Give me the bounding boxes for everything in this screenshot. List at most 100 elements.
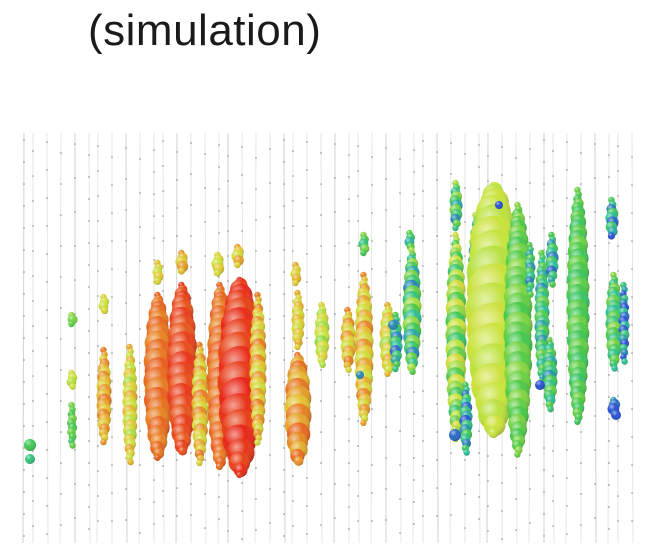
hit-sphere-shading: [236, 471, 243, 479]
optical-module-dot: [552, 500, 554, 502]
optical-module-dot: [190, 266, 192, 268]
optical-module-dot: [306, 477, 308, 479]
optical-module-dot: [464, 493, 466, 495]
optical-module-dot: [348, 396, 350, 398]
optical-module-dot: [320, 431, 322, 433]
optical-module-dot: [283, 337, 285, 339]
optical-module-dot: [97, 345, 99, 347]
optical-module-dot: [97, 320, 99, 322]
optical-module-dot: [74, 143, 76, 145]
optical-module-dot: [580, 152, 582, 154]
optical-module-dot: [487, 480, 489, 482]
optical-module-dot: [385, 426, 387, 428]
optical-module-dot: [111, 352, 113, 354]
optical-module-dot: [436, 207, 438, 209]
optical-module-dot: [552, 525, 554, 527]
hit-sphere-shading: [452, 224, 459, 232]
optical-module-dot: [543, 139, 545, 141]
optical-module-dot: [543, 403, 545, 405]
optical-module-dot: [218, 210, 220, 212]
optical-module-dot: [422, 240, 424, 242]
optical-module-dot: [255, 498, 257, 500]
optical-module-dot: [139, 260, 141, 262]
optical-module-dot: [283, 315, 285, 317]
optical-module-dot: [241, 202, 243, 204]
optical-module-dot: [162, 265, 164, 267]
optical-module-dot: [23, 161, 25, 163]
optical-module-dot: [153, 171, 155, 173]
optical-module-dot: [176, 207, 178, 209]
optical-module-dot: [88, 506, 90, 508]
optical-module-dot: [594, 517, 596, 519]
optical-module-dot: [32, 475, 34, 477]
optical-module-dot: [631, 436, 633, 438]
optical-module-dot: [631, 324, 633, 326]
optical-module-dot: [529, 420, 531, 422]
optical-module-dot: [357, 420, 359, 422]
neutrino-event-display: [22, 132, 634, 544]
optical-module-dot: [88, 220, 90, 222]
optical-module-dot: [371, 464, 373, 466]
optical-module-dot: [529, 522, 531, 524]
optical-module-dot: [487, 455, 489, 457]
hit-sphere-shading: [409, 368, 416, 375]
optical-module-dot: [46, 281, 48, 283]
optical-module-dot: [241, 174, 243, 176]
optical-module-dot: [292, 225, 294, 227]
optical-module-dot: [594, 279, 596, 281]
optical-module-dot: [88, 330, 90, 332]
optical-module-dot: [371, 240, 373, 242]
optical-module-dot: [320, 400, 322, 402]
optical-module-dot: [46, 337, 48, 339]
optical-module-dot: [478, 430, 480, 432]
optical-module-dot: [385, 519, 387, 521]
detector-string: [88, 132, 91, 544]
optical-module-dot: [566, 365, 568, 367]
optical-module-dot: [334, 143, 336, 145]
optical-module-dot: [218, 518, 220, 520]
optical-module-dot: [269, 488, 271, 490]
optical-module-dot: [23, 513, 25, 515]
hit-sphere-shading: [100, 438, 107, 446]
optical-module-dot: [23, 381, 25, 383]
optical-module-dot: [371, 268, 373, 270]
optical-module-dot: [283, 425, 285, 427]
detector-string: [59, 132, 62, 544]
optical-module-dot: [176, 235, 178, 237]
optical-module-dot: [255, 467, 257, 469]
optical-module-dot: [357, 495, 359, 497]
hit-sphere-shading: [356, 371, 364, 379]
optical-module-dot: [283, 535, 285, 537]
optical-module-dot: [631, 156, 633, 158]
optical-module-dot: [139, 192, 141, 194]
optical-module-dot: [32, 175, 34, 177]
optical-module-dot: [111, 464, 113, 466]
optical-module-dot: [348, 418, 350, 420]
optical-module-dot: [292, 175, 294, 177]
optical-module-dot: [617, 195, 619, 197]
optical-module-dot: [306, 141, 308, 143]
optical-module-dot: [608, 264, 610, 266]
optical-module-dot: [283, 161, 285, 163]
optical-module-dot: [413, 501, 415, 503]
optical-module-dot: [227, 230, 229, 232]
optical-module-dot: [153, 237, 155, 239]
hit-sphere-shading: [384, 370, 391, 377]
optical-module-dot: [334, 211, 336, 213]
optical-module-dot: [218, 496, 220, 498]
hit-sphere-shading: [153, 277, 162, 285]
optical-module-dot: [529, 216, 531, 218]
hit-sphere-shading: [345, 366, 352, 373]
optical-module-dot: [162, 215, 164, 217]
optical-module-dot: [23, 315, 25, 317]
optical-module-dot: [413, 149, 415, 151]
optical-module-dot: [111, 296, 113, 298]
optical-module-dot: [320, 245, 322, 247]
optical-module-dot: [580, 493, 582, 495]
optical-module-dot: [32, 200, 34, 202]
optical-module-dot: [204, 527, 206, 529]
hit-sphere-shading: [215, 462, 223, 471]
optical-module-dot: [60, 307, 62, 309]
optical-module-dot: [631, 520, 633, 522]
optical-module-dot: [97, 245, 99, 247]
